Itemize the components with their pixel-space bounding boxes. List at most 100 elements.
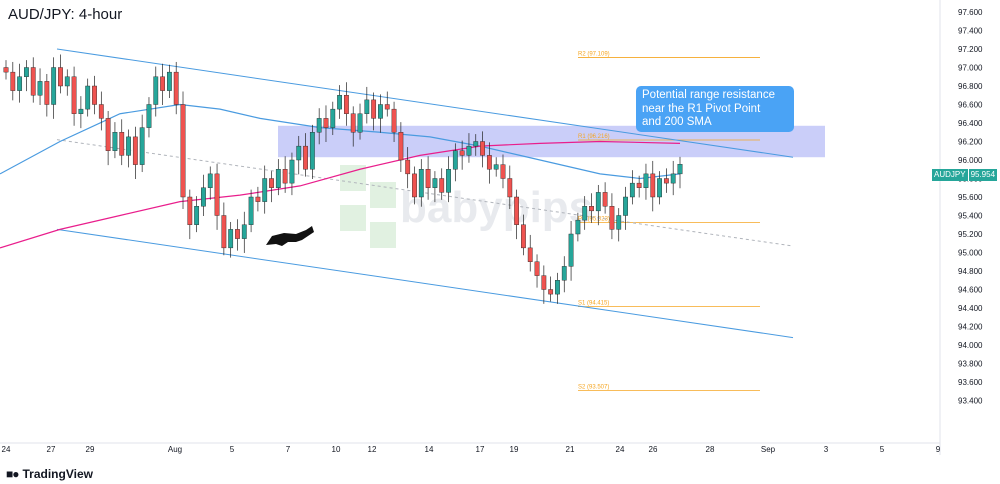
- sma-200-line: [0, 140, 681, 249]
- candle-body-24: [166, 71, 172, 91]
- candle-body-13: [92, 85, 97, 105]
- x-tick-label-16: 3: [824, 445, 829, 454]
- channel-lower-line: [56, 228, 794, 339]
- candle-body-99: [677, 164, 683, 175]
- candle-body-47: [323, 118, 329, 128]
- pivot-label-4: S2 (93.507): [578, 385, 609, 391]
- candles-layer: [3, 54, 683, 304]
- candle-body-96: [657, 178, 662, 198]
- candle-body-80: [548, 289, 554, 295]
- candle-body-59: [405, 159, 411, 175]
- candle-body-1: [10, 71, 16, 91]
- axis-layer: 97.600 97.400 97.200 97.000 96.800 96.600 96.4…: [0, 0, 983, 455]
- candle-body-73: [500, 164, 506, 179]
- candle-body-51: [350, 113, 356, 133]
- price-tag-value: 95.954: [967, 169, 998, 181]
- candle-body-79: [541, 275, 547, 290]
- candle-body-89: [609, 206, 615, 230]
- candle-body-30: [207, 173, 213, 188]
- candle-body-87: [595, 192, 601, 212]
- candle-body-68: [466, 145, 472, 156]
- y-tick-label-20: 93.600: [958, 378, 983, 387]
- candle-body-39: [269, 178, 274, 188]
- candle-body-42: [289, 159, 295, 184]
- candle-body-14: [98, 104, 104, 119]
- candle-body-93: [636, 182, 642, 188]
- candle-body-8: [58, 67, 63, 87]
- y-tick-label-14: 94.800: [958, 267, 983, 276]
- x-tick-label-0: 24: [2, 445, 11, 454]
- candle-body-23: [160, 76, 165, 91]
- watermark-cube-1: [370, 182, 396, 208]
- candle-body-94: [643, 173, 649, 188]
- y-tick-label-1: 97.400: [958, 27, 983, 36]
- candle-body-45: [309, 132, 315, 170]
- candle-body-22: [153, 76, 159, 105]
- x-tick-label-12: 24: [616, 445, 625, 454]
- x-tick-label-14: 28: [706, 445, 715, 454]
- candle-body-81: [555, 280, 560, 295]
- y-tick-label-19: 93.800: [958, 360, 983, 369]
- candle-body-91: [623, 196, 628, 216]
- candle-body-50: [344, 95, 349, 114]
- callout-line-3: and 200 SMA: [642, 116, 712, 128]
- candle-body-67: [459, 150, 465, 156]
- candle-body-41: [282, 169, 288, 184]
- x-tick-label-17: 5: [880, 445, 885, 454]
- candle-body-77: [527, 247, 533, 262]
- x-tick-label-9: 17: [476, 445, 485, 454]
- callout-line-2: near the R1 Pivot Point: [642, 102, 761, 115]
- x-tick-label-5: 7: [286, 445, 291, 454]
- candle-body-28: [194, 206, 200, 225]
- channel-upper-line: [56, 48, 794, 158]
- candle-body-83: [568, 233, 574, 267]
- x-tick-label-13: 26: [649, 445, 658, 454]
- pivot-label-1: R1 (96.216): [578, 134, 610, 140]
- candle-body-70: [480, 141, 485, 156]
- x-tick-label-8: 14: [425, 445, 434, 454]
- candle-body-85: [582, 206, 588, 221]
- chart-title: AUD/JPY: 4-hour: [8, 6, 123, 23]
- candle-body-6: [44, 81, 50, 105]
- candle-body-54: [371, 99, 377, 119]
- candle-body-16: [112, 132, 118, 151]
- x-tick-label-3: Aug: [168, 445, 182, 454]
- pivot-layer: R2 (97.109) R1 (96.216) PP (95.323) S1 (94.…: [578, 51, 760, 392]
- candle-body-69: [473, 141, 479, 147]
- candle-body-19: [132, 136, 138, 165]
- candle-body-72: [493, 164, 499, 170]
- candle-body-29: [201, 187, 206, 207]
- pivot-label-0: R2 (97.109): [578, 51, 610, 57]
- candle-body-0: [3, 67, 9, 73]
- sma-fast-line: [0, 103, 681, 180]
- candle-body-65: [446, 169, 451, 193]
- x-tick-label-10: 19: [510, 445, 519, 454]
- candle-body-7: [51, 67, 57, 105]
- callout-line-1: Potential range resistance: [642, 89, 775, 101]
- candle-body-18: [126, 136, 131, 156]
- candle-body-66: [452, 150, 458, 170]
- y-tick-label-3: 97.000: [958, 64, 983, 73]
- tradingview-label: TradingView: [22, 467, 93, 481]
- candle-body-34: [235, 229, 240, 239]
- candle-body-17: [119, 132, 125, 156]
- watermark-text: babypips: [400, 183, 593, 232]
- y-tick-label-5: 96.600: [958, 101, 983, 110]
- candle-body-31: [214, 173, 220, 216]
- candle-body-46: [316, 118, 322, 133]
- candle-body-43: [296, 145, 302, 161]
- candle-body-71: [486, 155, 492, 170]
- x-tick-label-15: Sep: [761, 445, 776, 454]
- y-tick-label-13: 95.000: [958, 249, 983, 258]
- candle-body-37: [255, 196, 261, 202]
- candle-body-98: [670, 173, 676, 184]
- candle-body-25: [173, 71, 179, 105]
- y-tick-label-2: 97.200: [958, 45, 983, 54]
- y-tick-label-16: 94.400: [958, 304, 983, 313]
- candle-body-97: [663, 178, 669, 184]
- candle-body-21: [146, 104, 152, 128]
- x-tick-label-6: 10: [332, 445, 341, 454]
- candle-body-60: [412, 173, 417, 198]
- tradingview-brand[interactable]: ■● TradingView: [6, 467, 93, 481]
